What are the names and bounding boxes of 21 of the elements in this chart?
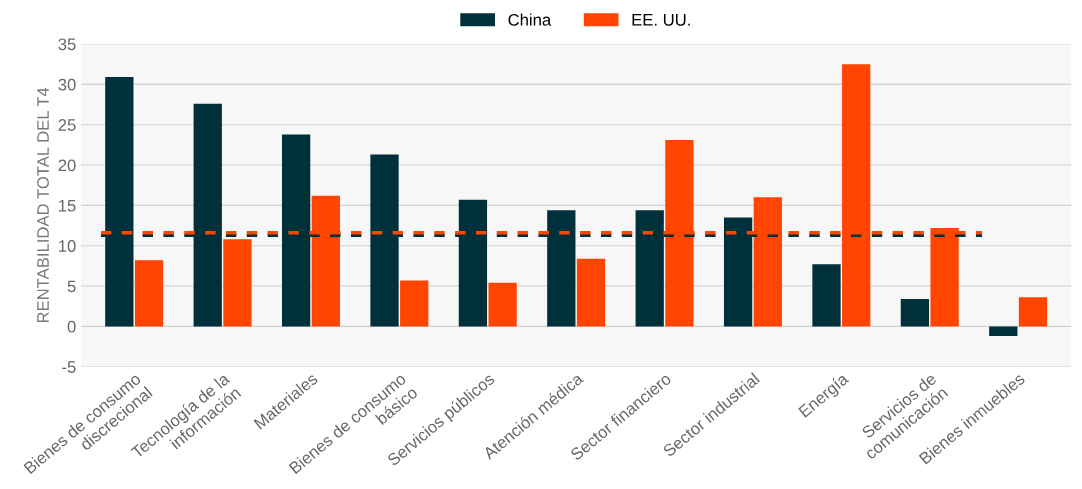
bar (400, 280, 429, 327)
bar (488, 282, 517, 327)
y-tick-label: 25 (58, 119, 76, 131)
bar (134, 260, 164, 327)
bar (576, 258, 606, 327)
legend-label: EE. UU. (632, 14, 690, 26)
bar (989, 326, 1018, 337)
y-tick-label: 0 (67, 320, 76, 333)
y-tick-label: -5 (62, 361, 76, 373)
y-tick-label: 15 (59, 199, 76, 212)
y-tick-label: 35 (58, 38, 76, 51)
bar (223, 239, 252, 327)
bar (812, 264, 841, 327)
y-tick-label: 30 (58, 78, 76, 91)
bar (1018, 297, 1048, 327)
bar (900, 298, 930, 327)
y-tick-label: 5 (67, 280, 76, 293)
y-tick-label: 20 (58, 159, 76, 172)
y-tick-label: 10 (59, 240, 76, 252)
legend-label: China (508, 13, 552, 26)
y-axis-title: RENTABILIDAD TOTAL DEL T4 (37, 87, 49, 323)
